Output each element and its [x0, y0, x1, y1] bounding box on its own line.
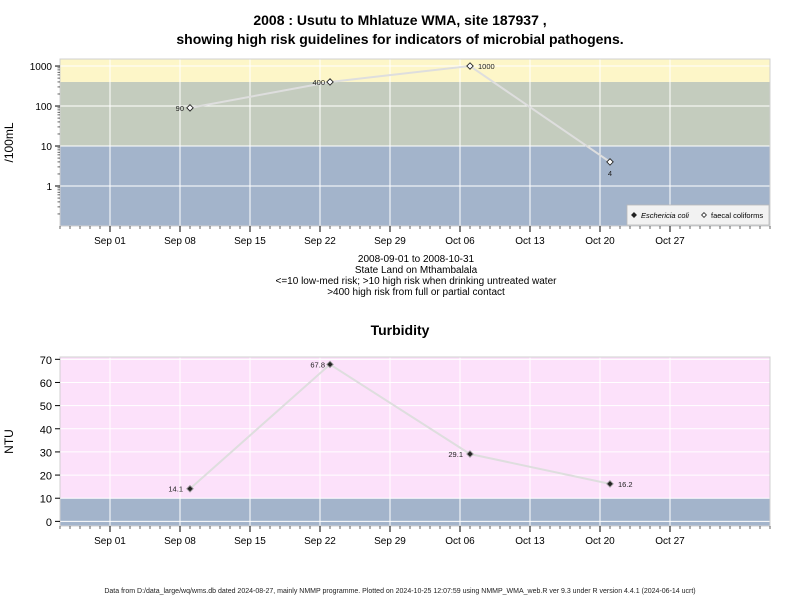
microbial-data-point [186, 104, 194, 112]
microbial-data-label: 400 [312, 78, 325, 87]
microbial-series-line [189, 65, 611, 163]
microbial-xtick-label: Sep 01 [94, 236, 126, 247]
microbial-data-label: 90 [176, 104, 184, 113]
turbidity-data-label: 67.8 [310, 360, 325, 369]
turbidity-xtick-label: Sep 22 [304, 536, 336, 547]
microbial-data-point [326, 78, 334, 86]
turbidity-series-line [189, 363, 611, 490]
microbial-data-point [606, 158, 614, 166]
turbidity-xtick-label: Sep 01 [94, 536, 126, 547]
turbidity-xtick-label: Oct 20 [585, 536, 615, 547]
legend-ecoli-marker [631, 212, 637, 218]
turbidity-xtick-label: Sep 29 [374, 536, 406, 547]
turbidity-xtick-label: Oct 06 [445, 536, 475, 547]
microbial-risk-band [60, 81, 770, 147]
turbidity-data-label: 16.2 [618, 480, 633, 489]
legend-ecoli-label: Eschericia coli [641, 211, 689, 220]
turbidity-xtick-label: Sep 08 [164, 536, 196, 547]
turbidity-title: Turbidity [370, 322, 430, 338]
turbidity-ytick-label: 50 [40, 401, 52, 413]
chart-title-line-1: 2008 : Usutu to Mhlatuze WMA, site 18793… [253, 12, 547, 28]
turbidity-xtick-label: Oct 27 [655, 536, 685, 547]
turbidity-ytick-label: 40 [40, 424, 52, 436]
turbidity-ytick-label: 30 [40, 447, 52, 459]
turbidity-ytick-label: 70 [40, 355, 52, 367]
microbial-risk-band [60, 59, 770, 82]
turbidity-data-point [326, 360, 334, 369]
turbidity-ytick-label: 0 [46, 517, 52, 529]
microbial-xtick-label: Sep 29 [374, 236, 406, 247]
guideline-caption-2: >400 high risk from full or partial cont… [327, 287, 505, 298]
microbial-xtick-label: Sep 08 [164, 236, 196, 247]
date-range-caption: 2008-09-01 to 2008-10-31 [357, 254, 475, 265]
microbial-y-axis-label: /100mL [2, 122, 16, 162]
turbidity-ytick-label: 20 [40, 471, 52, 483]
turbidity-data-point [186, 484, 194, 493]
turbidity-data-label: 14.1 [168, 485, 183, 494]
legend-box [626, 204, 770, 226]
microbial-xtick-label: Oct 27 [655, 236, 685, 247]
microbial-ytick-label: 100 [35, 102, 52, 113]
turbidity-ytick-label: 60 [40, 378, 52, 390]
turbidity-xtick-label: Oct 13 [515, 536, 545, 547]
legend-faecal-label: faecal coliforms [711, 211, 763, 220]
turbidity-data-label: 29.1 [448, 450, 463, 459]
microbial-xtick-label: Sep 22 [304, 236, 336, 247]
microbial-xtick-label: Oct 06 [445, 236, 475, 247]
turbidity-xtick-label: Sep 15 [234, 536, 266, 547]
turbidity-plot-frame [59, 356, 771, 527]
microbial-legend: Eschericia coli faecal coliforms [626, 204, 770, 226]
turbidity-data-point [466, 450, 474, 458]
microbial-plot-frame [59, 58, 771, 227]
data-source-footer: Data from D:/data_large/wq/wms.db dated … [104, 588, 696, 595]
legend-faecal-marker [701, 212, 707, 218]
microbial-xtick-label: Oct 20 [585, 236, 615, 247]
chart-title-line-2: showing high risk guidelines for indicat… [176, 31, 624, 47]
turbidity-ytick-label: 10 [40, 494, 52, 506]
guideline-caption-1: <=10 low-med risk; >10 high risk when dr… [275, 276, 557, 287]
microbial-ytick-label: 1 [46, 182, 52, 193]
microbial-data-label: 4 [608, 169, 612, 178]
site-name-caption: State Land on Mthambalala [354, 265, 478, 276]
microbial-xtick-label: Sep 15 [234, 236, 266, 247]
turbidity-risk-band [60, 357, 770, 499]
microbial-data-label: 1000 [478, 62, 495, 71]
turbidity-y-axis-label: NTU [2, 429, 16, 454]
microbial-ytick-label: 1000 [30, 62, 53, 73]
microbial-xtick-label: Oct 13 [515, 236, 545, 247]
microbial-ytick-label: 10 [41, 142, 53, 153]
turbidity-data-point [606, 480, 614, 488]
microbial-data-point [466, 62, 474, 70]
